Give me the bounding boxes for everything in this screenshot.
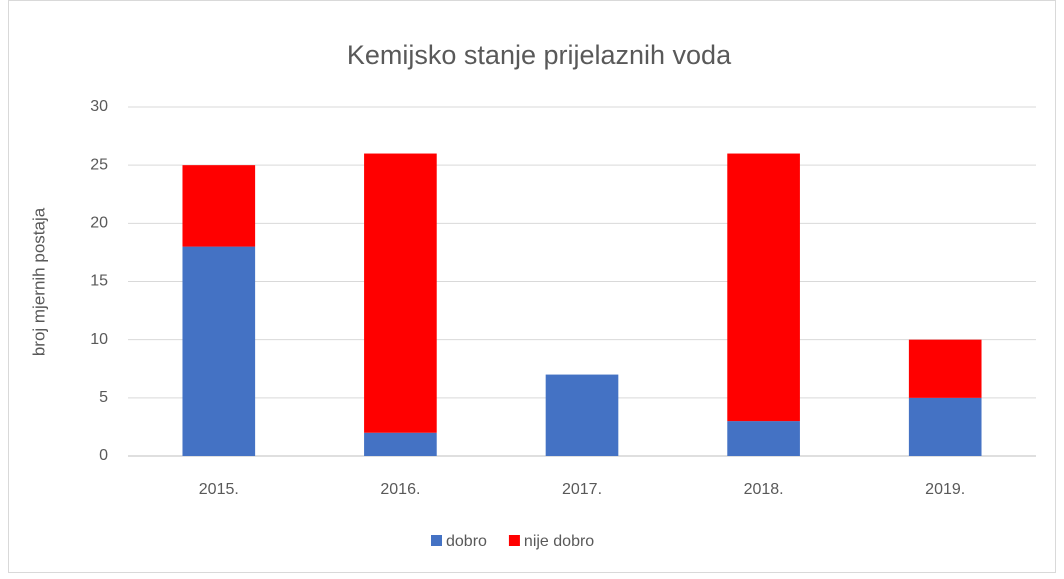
- y-tick-label: 15: [90, 273, 108, 290]
- legend-label: dobro: [446, 533, 487, 550]
- bar: [182, 246, 256, 456]
- legend-label: nije dobro: [524, 533, 594, 550]
- x-tick-label: 2019.: [925, 481, 965, 498]
- bar: [364, 432, 437, 456]
- x-tick-label: 2016.: [380, 481, 420, 498]
- chart-border: [8, 0, 1056, 573]
- x-tick-label: 2017.: [562, 481, 602, 498]
- x-tick-label: 2015.: [199, 481, 239, 498]
- y-axis-label: broj mjernih postaja: [29, 207, 48, 356]
- bar: [182, 165, 256, 247]
- bar: [727, 153, 800, 422]
- bar: [727, 421, 800, 456]
- bar: [364, 153, 437, 433]
- bar: [545, 374, 619, 456]
- y-tick-label: 10: [90, 331, 108, 348]
- y-tick-label: 20: [90, 215, 108, 232]
- y-tick-label: 5: [99, 389, 108, 406]
- bar: [908, 339, 982, 398]
- chart-title: Kemijsko stanje prijelaznih voda: [347, 40, 732, 70]
- y-tick-label: 25: [90, 156, 108, 173]
- x-tick-label: 2018.: [744, 481, 784, 498]
- y-tick-label: 0: [99, 447, 108, 464]
- legend-swatch: [431, 535, 442, 546]
- legend-swatch: [508, 535, 520, 546]
- bar: [908, 397, 982, 456]
- y-tick-label: 30: [90, 98, 108, 115]
